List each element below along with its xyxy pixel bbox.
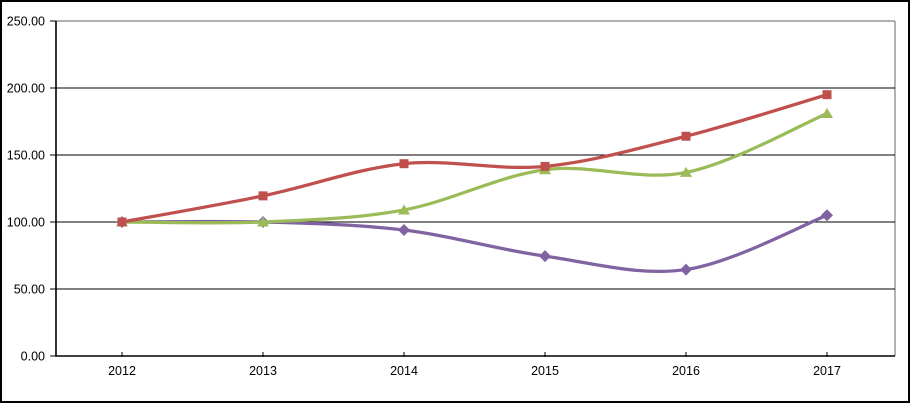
marker-square-red-squares-series <box>540 161 550 171</box>
y-axis-tick-label: 50.00 <box>14 283 45 297</box>
marker-square-red-squares-series <box>258 191 268 201</box>
x-axis-tick-label: 2016 <box>672 364 700 378</box>
marker-diamond-purple-diamonds-series <box>680 263 692 276</box>
y-axis-tick-label: 200.00 <box>7 82 45 96</box>
marker-triangle-green-triangles-series <box>257 216 269 227</box>
series-line-green-triangles-series <box>120 111 829 225</box>
x-axis-tick-label: 2014 <box>390 364 418 378</box>
y-axis-tick-label: 0.00 <box>21 350 45 364</box>
marker-triangle-green-triangles-series <box>821 107 833 118</box>
marker-triangle-green-triangles-series <box>398 204 410 215</box>
series-line-red-squares-series <box>120 93 829 224</box>
x-axis-tick-label: 2013 <box>249 364 277 378</box>
y-axis-tick-label: 150.00 <box>7 149 45 163</box>
x-axis-tick-label: 2015 <box>531 364 559 378</box>
marker-diamond-purple-diamonds-series <box>821 209 833 222</box>
marker-square-red-squares-series <box>822 90 832 100</box>
marker-diamond-purple-diamonds-series <box>398 224 410 237</box>
x-axis-tick-label: 2017 <box>813 364 841 378</box>
marker-square-red-squares-series <box>117 217 127 227</box>
marker-square-red-squares-series <box>399 159 409 169</box>
marker-square-red-squares-series <box>681 131 691 141</box>
marker-triangle-green-triangles-series <box>680 166 692 177</box>
y-axis-tick-label: 100.00 <box>7 216 45 230</box>
marker-diamond-purple-diamonds-series <box>539 250 551 263</box>
y-axis-tick-label: 250.00 <box>7 15 45 29</box>
x-axis-tick-label: 2012 <box>108 364 136 378</box>
